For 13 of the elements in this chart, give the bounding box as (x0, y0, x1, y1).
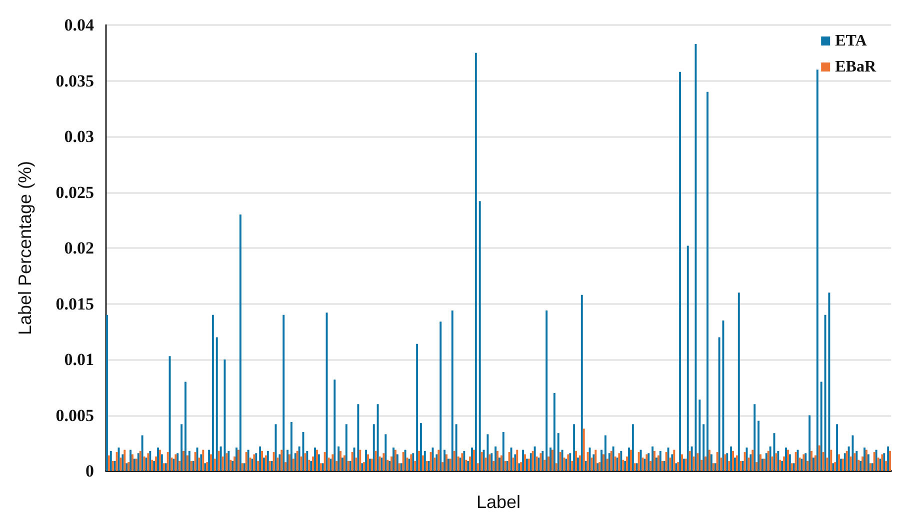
y-tick-label: 0.035 (56, 71, 94, 90)
y-tick-label: 0.03 (64, 127, 94, 146)
y-tick-label: 0.04 (64, 16, 94, 34)
y-tick-label: 0.015 (56, 294, 94, 314)
y-tick-label: 0.025 (56, 182, 94, 202)
y-tick-label: 0 (86, 462, 94, 480)
legend-label: ETA (835, 32, 868, 50)
y-tick-label: 0.02 (64, 238, 94, 258)
y-tick-label: 0.005 (56, 406, 94, 425)
x-axis-title: Label (476, 492, 521, 512)
y-axis-title: Label Percentage (%) (15, 160, 35, 336)
legend-label: EBaR (835, 58, 876, 76)
y-tick-label: 0.01 (64, 350, 94, 369)
